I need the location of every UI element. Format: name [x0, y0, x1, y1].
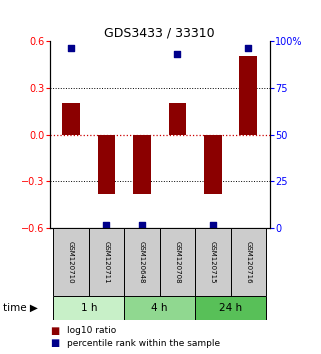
- FancyBboxPatch shape: [124, 296, 195, 320]
- Text: 24 h: 24 h: [219, 303, 242, 313]
- Bar: [98, 135, 115, 194]
- Point: [210, 222, 215, 227]
- Text: GSM120711: GSM120711: [103, 241, 109, 283]
- Text: log10 ratio: log10 ratio: [67, 326, 117, 336]
- FancyBboxPatch shape: [195, 228, 230, 296]
- Text: GSM120648: GSM120648: [139, 241, 145, 283]
- FancyBboxPatch shape: [195, 296, 266, 320]
- Bar: [133, 135, 151, 194]
- FancyBboxPatch shape: [53, 228, 89, 296]
- FancyBboxPatch shape: [230, 228, 266, 296]
- Text: ■: ■: [50, 338, 59, 348]
- Title: GDS3433 / 33310: GDS3433 / 33310: [104, 27, 215, 40]
- FancyBboxPatch shape: [160, 228, 195, 296]
- Bar: [239, 56, 257, 135]
- Text: GSM120716: GSM120716: [245, 241, 251, 283]
- Text: time ▶: time ▶: [3, 303, 38, 313]
- FancyBboxPatch shape: [53, 296, 124, 320]
- Bar: [62, 103, 80, 135]
- Bar: [204, 135, 222, 194]
- Text: 1 h: 1 h: [81, 303, 97, 313]
- Text: GSM120715: GSM120715: [210, 241, 216, 283]
- Point: [104, 222, 109, 227]
- Point: [175, 51, 180, 57]
- Text: GSM120710: GSM120710: [68, 241, 74, 283]
- FancyBboxPatch shape: [124, 228, 160, 296]
- Text: ■: ■: [50, 326, 59, 336]
- FancyBboxPatch shape: [89, 228, 124, 296]
- Text: 4 h: 4 h: [152, 303, 168, 313]
- Point: [246, 45, 251, 51]
- Text: GSM120708: GSM120708: [174, 241, 180, 283]
- Bar: [169, 103, 186, 135]
- Point: [139, 222, 144, 227]
- Text: percentile rank within the sample: percentile rank within the sample: [67, 339, 221, 348]
- Point: [68, 45, 74, 51]
